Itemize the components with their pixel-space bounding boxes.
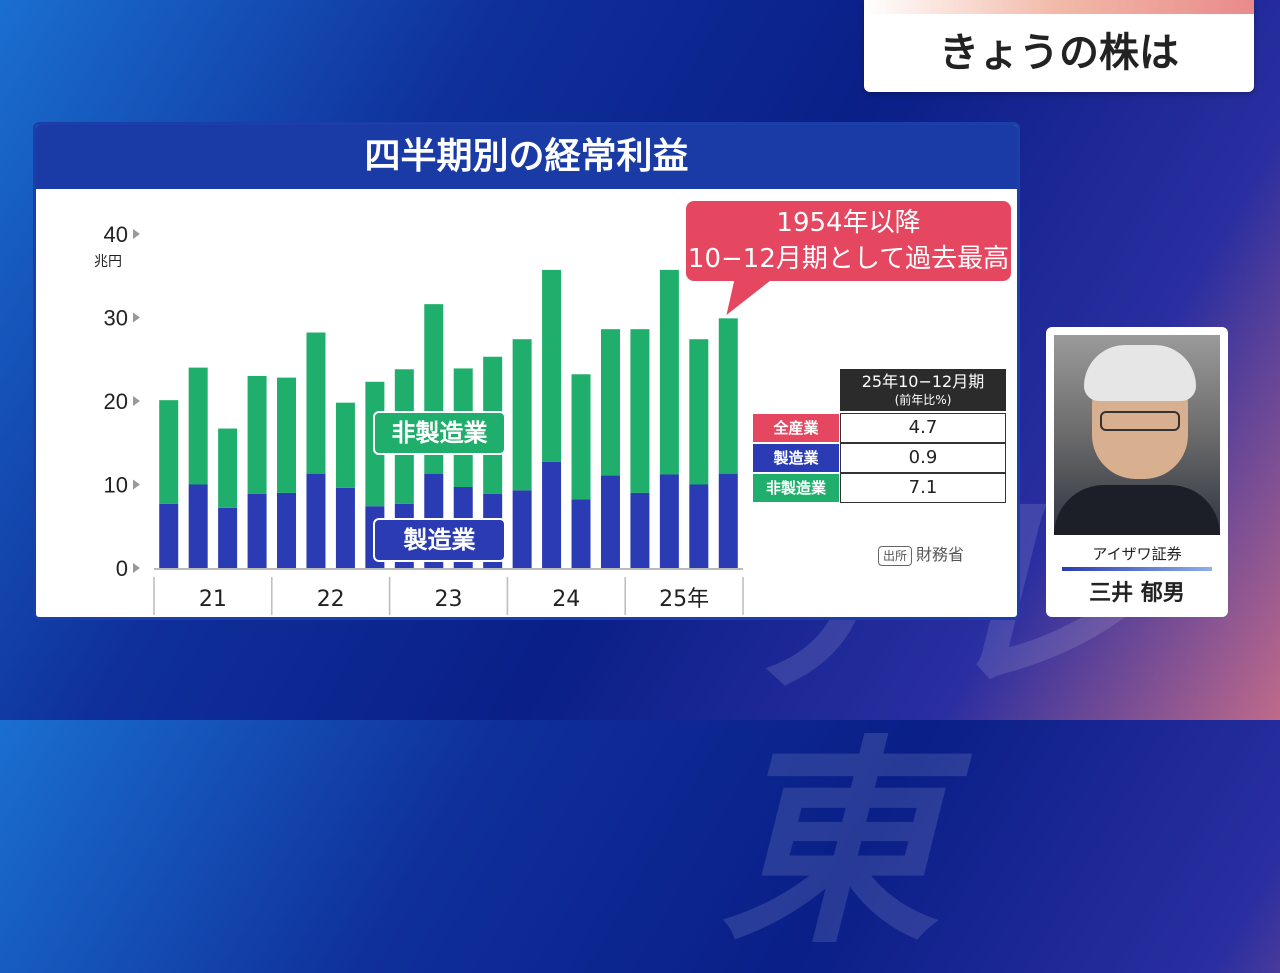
commentator-card: アイザワ証券 三井 郁男 [1046, 327, 1228, 617]
bar-manufacturing [571, 499, 591, 568]
bar-nonmanufacturing [542, 269, 562, 462]
source-note: 出所 財務省 [878, 541, 964, 566]
bar-manufacturing [689, 484, 709, 568]
y-tick-label: 10 [104, 473, 128, 498]
y-tick-marker [133, 396, 140, 406]
source-badge: 出所 [878, 545, 913, 566]
bar-manufacturing [247, 493, 267, 568]
label-nonmanufacturing: 非製造業 [373, 411, 506, 455]
y-tick-marker [133, 563, 140, 573]
bar-manufacturing [218, 507, 238, 568]
table-row: 非製造業 7.1 [752, 473, 1006, 503]
y-tick-label: 0 [116, 556, 128, 581]
row-name-nonmanufacturing: 非製造業 [752, 473, 840, 503]
bar-manufacturing [277, 492, 297, 568]
y-tick-label: 40 [104, 222, 128, 247]
bar-nonmanufacturing [689, 339, 709, 485]
x-tick-label: 24 [552, 587, 580, 612]
bar-nonmanufacturing [335, 402, 355, 488]
row-name-all: 全産業 [752, 413, 840, 443]
panel-title: 四半期別の経常利益 [36, 125, 1017, 189]
bar-nonmanufacturing [247, 375, 267, 494]
x-tick-label: 23 [435, 587, 463, 612]
commentator-name: 三井 郁男 [1089, 581, 1185, 606]
bar-manufacturing [188, 484, 208, 568]
commentator-company: アイザワ証券 [1092, 545, 1182, 563]
row-value-manufacturing: 0.9 [840, 443, 1006, 473]
bar-nonmanufacturing [512, 339, 532, 491]
bar-nonmanufacturing [630, 329, 650, 493]
y-tick-marker [133, 312, 140, 323]
record-callout: 1954年以降 10−12月期として過去最高 [686, 201, 1011, 281]
y-tick-marker [133, 229, 140, 239]
bar-manufacturing [335, 487, 355, 568]
name-divider [1062, 567, 1212, 571]
table-header-period: 25年10−12月期 [861, 372, 985, 391]
bar-nonmanufacturing [659, 269, 679, 475]
source-name: 財務省 [916, 545, 965, 564]
row-value-all: 4.7 [840, 413, 1006, 443]
bar-nonmanufacturing [306, 332, 326, 474]
commentator-photo [1054, 335, 1220, 535]
bar-nonmanufacturing [218, 428, 238, 508]
bar-manufacturing [718, 473, 738, 568]
callout-line1: 1954年以降 [776, 208, 921, 238]
row-name-manufacturing: 製造業 [752, 443, 840, 473]
bar-nonmanufacturing [718, 318, 738, 474]
y-unit-label: 兆円 [94, 254, 122, 270]
table-header: 25年10−12月期 (前年比%) [840, 369, 1006, 411]
bar-nonmanufacturing [600, 329, 620, 476]
x-tick-label: 21 [199, 587, 227, 612]
bar-manufacturing [630, 492, 650, 568]
bar-manufacturing [542, 461, 562, 568]
bar-manufacturing [659, 474, 679, 568]
y-tick-label: 30 [104, 306, 128, 331]
corner-title-box: きょうの株は [864, 0, 1254, 92]
bar-manufacturing [159, 503, 179, 568]
corner-title: きょうの株は [939, 30, 1179, 76]
bar-nonmanufacturing [571, 374, 591, 500]
table-row: 製造業 0.9 [752, 443, 1006, 473]
bar-manufacturing [512, 490, 532, 568]
corner-title-strip [864, 0, 1254, 14]
y-tick-label: 20 [104, 389, 128, 414]
bar-nonmanufacturing [277, 377, 297, 493]
label-manufacturing: 製造業 [373, 518, 506, 562]
bar-manufacturing [600, 475, 620, 568]
callout-line2: 10−12月期として過去最高 [687, 244, 1010, 274]
table-header-unit: (前年比%) [894, 393, 952, 407]
x-tick-label: 25年 [659, 587, 709, 612]
y-tick-marker [133, 479, 140, 490]
bar-manufacturing [306, 473, 326, 568]
row-value-nonmanufacturing: 7.1 [840, 473, 1006, 503]
chart-panel: 四半期別の経常利益 0 10 20 30 40 兆円 21 22 23 24 25年 1954年以降… [33, 122, 1020, 620]
bar-nonmanufacturing [159, 400, 179, 504]
table-row: 全産業 4.7 [752, 413, 1006, 443]
bar-nonmanufacturing [188, 367, 208, 485]
x-tick-label: 22 [317, 587, 345, 612]
